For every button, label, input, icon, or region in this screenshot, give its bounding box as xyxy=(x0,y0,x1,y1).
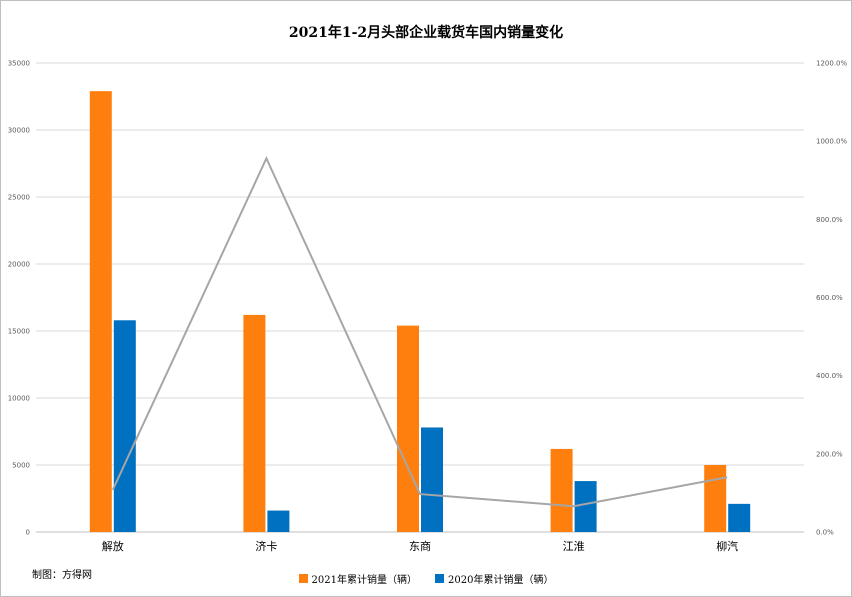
left-axis-ticks: 0 5000 10000 15000 20000 25000 30000 35000 xyxy=(8,60,30,537)
legend-swatch-2020 xyxy=(435,574,444,583)
right-tick-label: 1200.0% xyxy=(816,60,847,68)
bar-2021-0 xyxy=(89,91,112,532)
bar-2021-3 xyxy=(550,448,573,532)
left-tick-label: 30000 xyxy=(8,127,30,135)
bar-series xyxy=(89,91,751,532)
left-tick-label: 20000 xyxy=(8,261,30,269)
bar-2021-2 xyxy=(397,325,419,532)
category-labels: 解放 济卡 东商 江淮 柳汽 xyxy=(102,539,738,553)
grid-lines xyxy=(36,62,804,533)
bar-2020-3 xyxy=(574,481,597,532)
right-tick-label: 200.0% xyxy=(816,450,843,458)
legend-item-2020: 2020年累计销量（辆） xyxy=(435,571,553,586)
chart-credit: 制图：方得网 xyxy=(32,570,92,581)
bar-2020-2 xyxy=(421,427,443,532)
bar-2020-1 xyxy=(267,510,290,532)
right-tick-label: 1000.0% xyxy=(816,138,847,146)
right-tick-label: 600.0% xyxy=(816,294,843,302)
chart-title: 2021年1-2月头部企业载货车国内销量变化 xyxy=(288,25,564,41)
bar-2021-1 xyxy=(243,314,266,532)
category-label: 解放 xyxy=(102,539,124,553)
left-tick-label: 10000 xyxy=(8,395,30,403)
left-tick-label: 35000 xyxy=(8,60,30,68)
legend-swatch-2021 xyxy=(298,574,308,583)
legend-item-2021: 2021年累计销量（辆） xyxy=(298,571,417,586)
chart-legend: 2021年累计销量（辆） 2020年累计销量（辆） xyxy=(0,571,852,586)
category-label: 东商 xyxy=(409,539,431,553)
category-label: 江淮 xyxy=(563,540,585,553)
right-tick-label: 800.0% xyxy=(816,216,843,224)
growth-line-series xyxy=(111,155,728,508)
bar-2021-4 xyxy=(704,465,727,532)
right-tick-label: 0.0% xyxy=(816,529,834,537)
legend-label-2021: 2021年累计销量（辆） xyxy=(311,575,417,586)
legend-label-2020: 2020年累计销量（辆） xyxy=(448,575,554,586)
right-tick-label: 400.0% xyxy=(816,372,843,380)
left-tick-label: 15000 xyxy=(8,328,30,336)
category-label: 柳汽 xyxy=(716,539,738,553)
left-tick-label: 25000 xyxy=(8,194,30,202)
bar-2020-4 xyxy=(728,503,751,532)
left-tick-label: 5000 xyxy=(12,462,30,470)
growth-line xyxy=(111,155,728,508)
right-axis-ticks: 0.0% 200.0% 400.0% 600.0% 800.0% 1000.0% 1200.… xyxy=(816,60,847,537)
bar-2020-0 xyxy=(113,320,136,532)
category-label: 济卡 xyxy=(255,539,277,553)
left-tick-label: 0 xyxy=(26,529,30,537)
